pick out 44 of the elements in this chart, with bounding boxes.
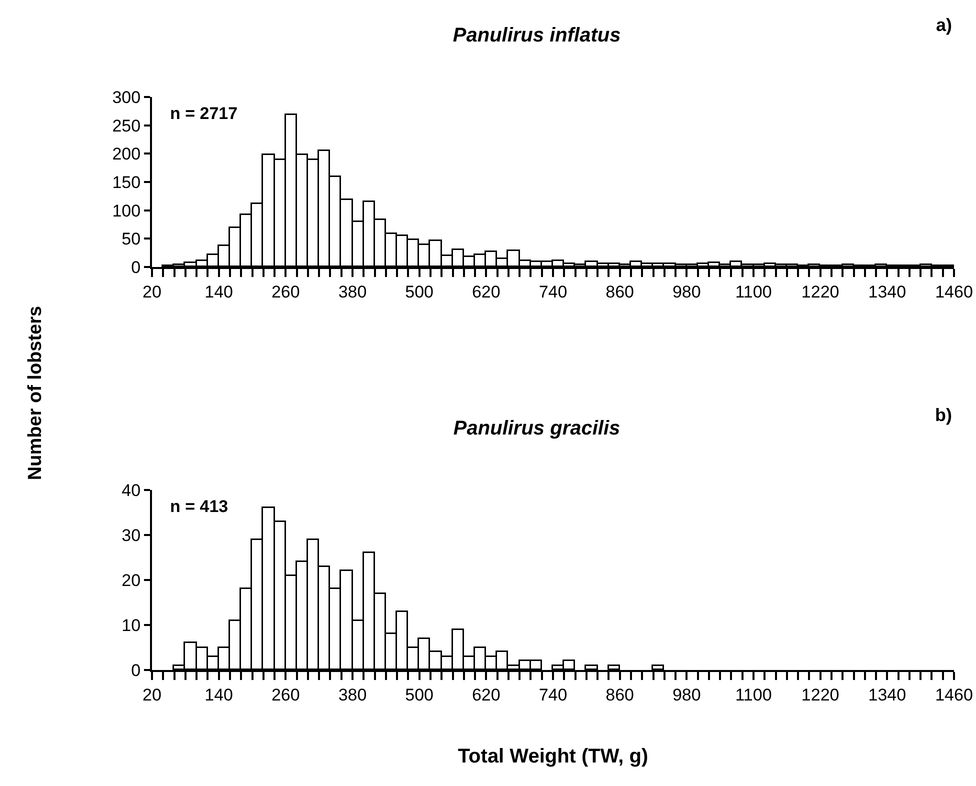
y-tick-label: 250 (112, 116, 141, 136)
x-tick-label: 500 (405, 282, 434, 302)
x-tick-label: 140 (204, 282, 234, 302)
x-tick-label: 380 (338, 282, 367, 302)
y-tick-label: 150 (112, 172, 141, 192)
x-tick-label: 260 (271, 282, 300, 302)
annotation: n = 2717 (170, 104, 238, 123)
y-tick-label: 100 (112, 201, 141, 220)
y-tick-label: 40 (122, 480, 141, 500)
y-tick-label: 0 (131, 258, 141, 277)
x-axis-title: Total Weight (TW, g) (458, 745, 648, 768)
x-tick-label: 1340 (868, 282, 906, 302)
x-tick-label: 1220 (801, 685, 840, 704)
x-tick-label: 1100 (735, 685, 772, 704)
y-tick-label: 20 (122, 570, 141, 590)
x-tick-label: 860 (606, 282, 634, 302)
chart-title: Panulirus inflatus (452, 24, 621, 47)
annotation: n = 413 (170, 497, 228, 516)
x-tick-label: 980 (672, 685, 701, 704)
y-tick-label: 0 (131, 660, 141, 680)
y-tick-label: 50 (122, 230, 141, 249)
y-tick-label: 30 (122, 526, 141, 545)
y-tick-label: 200 (112, 144, 141, 164)
x-tick-label: 500 (405, 685, 434, 704)
x-tick-label: 860 (606, 685, 634, 704)
chart-title: Panulirus gracilis (453, 418, 620, 440)
x-tick-label: 380 (338, 685, 367, 704)
x-tick-label: 620 (472, 282, 500, 302)
x-tick-label: 1460 (935, 282, 973, 302)
y-tick-label: 10 (122, 616, 141, 635)
x-tick-label: 980 (672, 282, 701, 302)
x-tick-label: 740 (538, 282, 568, 302)
x-tick-label: 1100 (735, 282, 772, 302)
x-tick-label: 140 (204, 685, 234, 704)
y-axis-title: Number of lobsters (25, 306, 47, 480)
x-tick-label: 1220 (801, 282, 840, 302)
x-tick-label: 1340 (868, 685, 906, 704)
x-tick-label: 260 (271, 685, 300, 704)
x-tick-label: 1460 (935, 685, 973, 704)
x-tick-label: 620 (472, 685, 500, 704)
text: b) (935, 405, 952, 425)
y-tick-label: 300 (112, 88, 141, 107)
text: a) (936, 15, 952, 35)
x-tick-label: 740 (538, 685, 568, 704)
